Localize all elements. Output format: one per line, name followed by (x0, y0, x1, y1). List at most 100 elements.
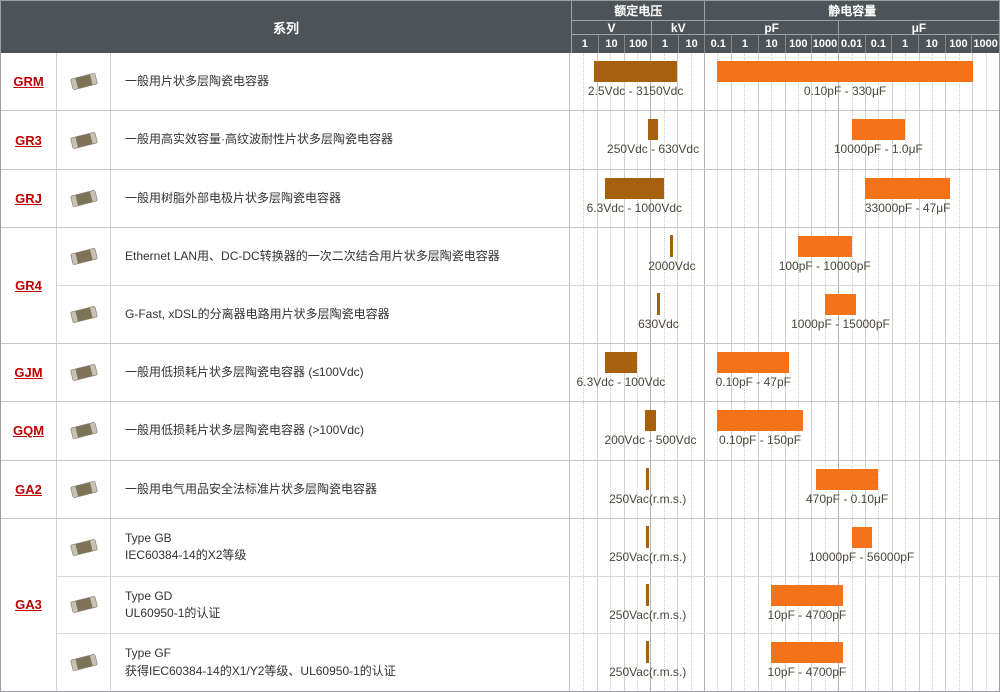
grid-line-dotted (690, 169, 692, 228)
grid-line (677, 634, 679, 691)
series-link-ga2[interactable]: GA2 (15, 481, 42, 497)
chip-image-cell (57, 460, 111, 518)
grid-line (623, 111, 625, 169)
description-cell: Type GB IEC60384-14的X2等级 (111, 518, 570, 576)
grid-line-dotted (958, 402, 960, 460)
grid-line-dotted (663, 518, 665, 576)
description-text: Type GF (125, 646, 172, 661)
axis-tick-label: 10 (599, 35, 626, 53)
grid-line-dotted (824, 402, 826, 460)
grid-line-dotted (958, 285, 960, 343)
grid-line (677, 228, 679, 285)
voltage-range-bar (604, 177, 664, 199)
range-chart-cell: 250Vac(r.m.s.) 10pF - 4700pF (570, 634, 999, 691)
grid-line-dotted (878, 634, 880, 691)
table-row: 一般用高实效容量·高纹波耐性片状多层陶瓷电容器 250Vdc - 630Vdc 10… (57, 111, 999, 169)
grid-line-dotted (690, 228, 692, 285)
grid-line-dotted (637, 343, 639, 402)
grid-line (811, 111, 813, 169)
grid-line (677, 402, 679, 460)
table-row: 一般用低损耗片状多层陶瓷电容器 (>100Vdc) 200Vdc - 500Vdc… (57, 402, 999, 460)
grid-line (650, 228, 652, 285)
series-link-gqm[interactable]: GQM (12, 423, 45, 439)
grid-line (972, 285, 974, 343)
capacitance-range-bar (824, 293, 857, 315)
grid-line-dotted (905, 228, 907, 285)
grid-line-dotted (583, 228, 585, 285)
grid-line-dotted (931, 343, 933, 402)
voltage-range-label: 6.3Vdc - 100Vdc (576, 374, 666, 389)
grid-line (596, 285, 598, 343)
grid-line-dotted (610, 228, 612, 285)
chip-image-cell (57, 53, 111, 111)
grid-line (623, 518, 625, 576)
grid-line (811, 518, 813, 576)
grid-line-dotted (663, 402, 665, 460)
description-cell: 一般用高实效容量·高纹波耐性片状多层陶瓷电容器 (111, 111, 570, 169)
unit-header-V: V (572, 21, 653, 35)
grid-line-dotted (905, 460, 907, 518)
grid-line-dotted (958, 576, 960, 634)
grid-line (864, 228, 866, 285)
grid-line-dotted (931, 228, 933, 285)
capacitance-range-label: 1000pF - 15000pF (791, 316, 890, 331)
grid-line-dotted (717, 576, 719, 634)
grid-line (784, 518, 786, 576)
capacitance-range-bar (865, 177, 950, 199)
grid-line (596, 402, 598, 460)
series-group-rows: Ethernet LAN用、DC-DC转换器的一次二次结合用片状多层陶瓷电容器 2… (57, 228, 999, 343)
description-text: 一般用电气用品安全法标准片状多层陶瓷电容器 (125, 481, 378, 496)
grid-line (596, 343, 598, 402)
description-cell: 一般用树脂外部电极片状多层陶瓷电容器 (111, 169, 570, 228)
series-link-ga3[interactable]: GA3 (15, 597, 42, 613)
series-link-gr3[interactable]: GR3 (15, 132, 42, 148)
series-code-cell: GA3 (1, 518, 57, 691)
axis-tick-label: 1000 (812, 35, 839, 53)
range-chart-cell: 250Vac(r.m.s.) 470pF - 0.10μF (570, 460, 999, 518)
voltage-range-label: 250Vac(r.m.s.) (609, 549, 687, 564)
capacitance-range-label: 100pF - 10000pF (778, 259, 871, 274)
description-subtext: 获得IEC60384-14的X1/Y2等级、UL60950-1的认证 (125, 663, 396, 678)
grid-line-dotted (744, 111, 746, 169)
column-header-rated-voltage: 额定电压 (572, 1, 706, 21)
grid-line-dotted (878, 343, 880, 402)
axis-tick-label: 0.01 (839, 35, 866, 53)
description-text: 一般用低损耗片状多层陶瓷电容器 (≤100Vdc) (125, 364, 364, 379)
grid-line (677, 576, 679, 634)
grid-line-dotted (878, 285, 880, 343)
series-link-grj[interactable]: GRJ (15, 190, 42, 206)
capacitor-chip-image (70, 73, 97, 91)
range-chart-cell: 250Vac(r.m.s.) 10000pF - 56000pF (570, 518, 999, 576)
grid-line (945, 343, 947, 402)
series-code-cell: GJM (1, 343, 57, 402)
grid-line (730, 576, 732, 634)
grid-line-dotted (985, 228, 987, 285)
grid-line-dotted (851, 402, 853, 460)
capacitance-range-label: 0.10pF - 47pF (715, 374, 791, 389)
series-group-ga2: GA2 一般用电气用品安全法标准片状多层陶瓷电容器 250Vac(r.m.s.) 47… (1, 459, 999, 518)
grid-line (891, 634, 893, 691)
grid-line-dotted (958, 111, 960, 169)
grid-line-dotted (583, 285, 585, 343)
grid-line-dotted (931, 111, 933, 169)
grid-line-dotted (637, 460, 639, 518)
description-text: Type GB (125, 530, 172, 545)
grid-line (945, 460, 947, 518)
series-group-ga3: GA3 Type GB IEC60384-14的X2等级 250Vac(r.m.s.)… (1, 517, 999, 691)
grid-line (864, 402, 866, 460)
voltage-range-label: 250Vdc - 630Vdc (607, 142, 700, 157)
grid-line (677, 285, 679, 343)
grid-line-dotted (985, 576, 987, 634)
capacitance-range-bar (717, 351, 790, 373)
series-link-grm[interactable]: GRM (13, 74, 44, 90)
series-link-gjm[interactable]: GJM (14, 364, 43, 380)
voltage-range-bar (656, 292, 660, 315)
series-code-cell: GA2 (1, 460, 57, 518)
grid-line (891, 576, 893, 634)
grid-line-dotted (690, 402, 692, 460)
series-link-gr4[interactable]: GR4 (15, 277, 42, 293)
grid-line (945, 634, 947, 691)
unit-header-pF: pF (705, 21, 839, 35)
description-cell: 一般用片状多层陶瓷电容器 (111, 53, 570, 111)
capacitance-range-bar (717, 61, 973, 82)
